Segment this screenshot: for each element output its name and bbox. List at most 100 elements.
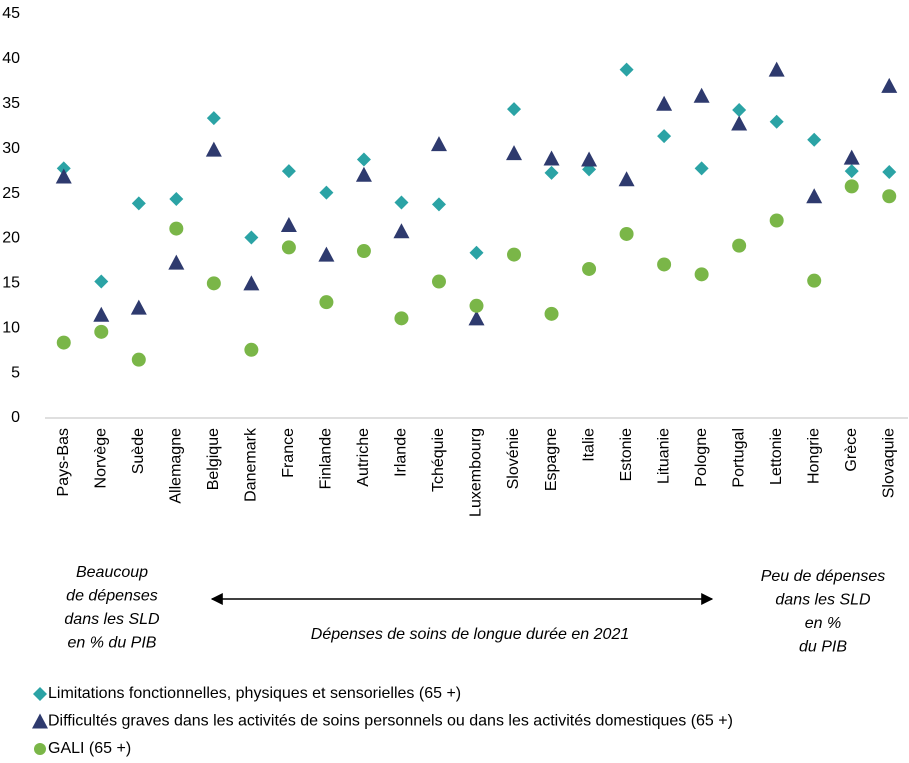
point — [394, 311, 409, 326]
y-tick-label: 20 — [2, 230, 20, 247]
annotation-right: du PIB — [799, 639, 847, 656]
x-tick-label: Tchéquie — [430, 428, 447, 492]
point — [131, 196, 146, 211]
point — [543, 150, 560, 166]
annotation-right: Peu de dépenses — [761, 568, 886, 585]
annotation-left: dans les SLD — [64, 611, 160, 628]
point — [430, 136, 447, 152]
legend-marker — [33, 687, 47, 701]
point — [169, 221, 184, 236]
point — [55, 168, 72, 184]
y-tick-label: 35 — [2, 95, 20, 112]
annotation-right: dans les SLD — [775, 592, 871, 609]
x-tick-label: Irlande — [393, 428, 410, 477]
annotation-left: Beaucoup — [76, 564, 148, 581]
x-tick-label: Espagne — [543, 428, 560, 491]
point — [56, 335, 71, 350]
point — [769, 114, 784, 129]
point — [843, 149, 860, 165]
point — [281, 164, 296, 179]
x-tick-label: Grèce — [843, 428, 860, 472]
point — [806, 188, 823, 204]
x-tick-label: Autriche — [355, 428, 372, 487]
x-tick-label: Slovaquie — [880, 428, 897, 498]
y-tick-label: 25 — [2, 185, 20, 202]
point — [393, 223, 410, 239]
point — [507, 247, 522, 262]
point — [694, 161, 709, 176]
point — [731, 115, 748, 131]
point — [394, 195, 409, 210]
point — [319, 295, 334, 310]
point — [56, 161, 71, 176]
point — [355, 166, 372, 182]
point — [131, 352, 146, 367]
point — [243, 275, 260, 291]
annotation-right: en % — [805, 615, 841, 632]
point — [206, 111, 221, 126]
point — [205, 141, 222, 157]
y-tick-label: 15 — [2, 275, 20, 292]
legend-marker — [32, 713, 48, 729]
y-tick-label: 45 — [2, 5, 20, 22]
x-tick-label: France — [280, 428, 297, 478]
point — [244, 342, 259, 357]
point — [882, 165, 897, 180]
annotation-left: de dépenses — [66, 588, 158, 605]
x-tick-label: Pays-Bas — [55, 428, 72, 496]
annotation-left: en % du PIB — [68, 635, 157, 652]
point — [356, 244, 371, 259]
point — [544, 165, 559, 180]
point — [807, 273, 822, 288]
point — [94, 324, 109, 339]
point — [318, 246, 335, 262]
x-tick-label: Belgique — [205, 428, 222, 490]
point — [657, 257, 672, 272]
point — [769, 213, 784, 228]
x-tick-label: Estonie — [618, 428, 635, 481]
annotation-center: Dépenses de soins de longue durée en 202… — [311, 626, 629, 643]
legend-label: GALI (65 +) — [48, 740, 131, 757]
x-tick-label: Lituanie — [655, 428, 672, 484]
point — [506, 145, 523, 161]
point — [507, 102, 522, 117]
point — [844, 164, 859, 179]
point — [882, 189, 897, 204]
x-tick-label: Finlande — [318, 428, 335, 489]
point — [656, 95, 673, 111]
point — [94, 274, 109, 289]
point — [130, 299, 147, 315]
x-tick-label: Slovénie — [505, 428, 522, 489]
point — [693, 87, 710, 103]
point — [469, 245, 484, 260]
x-tick-label: Lettonie — [768, 428, 785, 485]
point — [732, 238, 747, 253]
point — [694, 267, 709, 282]
point — [881, 77, 898, 93]
x-tick-label: Italie — [580, 428, 597, 462]
y-tick-label: 10 — [2, 319, 20, 336]
point — [544, 306, 559, 321]
x-tick-label: Hongrie — [805, 428, 822, 484]
x-tick-label: Suède — [130, 428, 147, 474]
point — [168, 254, 185, 270]
point — [169, 191, 184, 206]
x-tick-label: Portugal — [730, 428, 747, 488]
point — [469, 298, 484, 313]
point — [807, 132, 822, 147]
point — [468, 310, 485, 326]
point — [356, 152, 371, 167]
point — [582, 261, 597, 276]
y-tick-label: 30 — [2, 140, 20, 157]
point — [431, 197, 446, 212]
y-tick-label: 5 — [11, 364, 20, 381]
x-tick-label: Pologne — [693, 428, 710, 487]
point — [431, 274, 446, 289]
point — [280, 216, 297, 232]
point — [93, 306, 110, 322]
point — [768, 61, 785, 77]
y-tick-label: 0 — [11, 409, 20, 426]
point — [319, 185, 334, 200]
point — [244, 230, 259, 245]
